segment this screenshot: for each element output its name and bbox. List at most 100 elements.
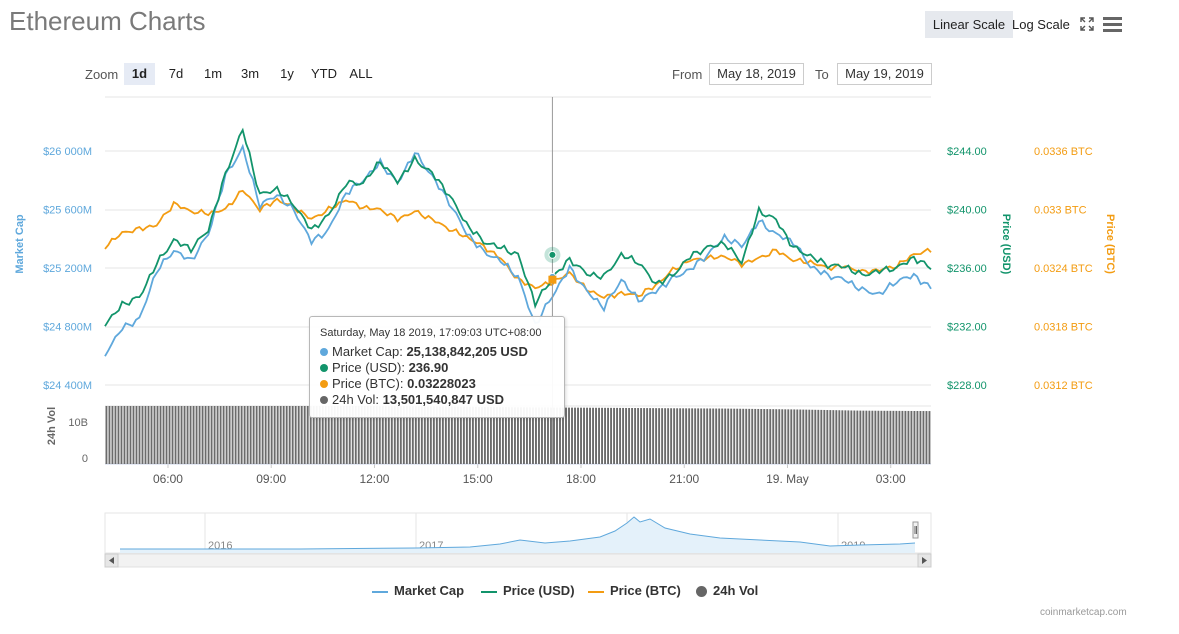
legend-price-btc[interactable]: Price (BTC)	[588, 583, 681, 598]
series-lines	[104, 127, 932, 357]
volume-bar	[486, 406, 489, 464]
volume-bar	[664, 408, 667, 464]
tooltip-row-price-btc: Price (BTC): 0.03228023	[320, 376, 476, 391]
volume-bar	[910, 410, 913, 464]
volume-bar	[838, 410, 841, 464]
volume-bar	[354, 406, 357, 464]
market-cap-tick-label: $25 200M	[43, 263, 92, 275]
to-date-input[interactable]: May 19, 2019	[837, 63, 932, 85]
volume-bar	[195, 406, 198, 464]
volume-bar	[429, 406, 432, 464]
volume-bar	[847, 410, 850, 464]
volume-bar	[276, 406, 279, 464]
volume-bar	[387, 406, 390, 464]
log-scale-button[interactable]: Log Scale	[1012, 17, 1070, 32]
volume-bar	[742, 408, 745, 464]
price-usd-tick-label: $236.00	[947, 263, 987, 275]
zoom-7d-button[interactable]: 7d	[168, 66, 184, 81]
volume-bar	[267, 406, 270, 464]
volume-bar	[213, 406, 216, 464]
volume-bar	[498, 407, 501, 464]
volume-bar	[177, 406, 180, 464]
volume-bar	[111, 406, 114, 464]
volume-bar	[535, 407, 537, 464]
volume-bar	[586, 407, 588, 464]
volume-bar	[141, 406, 144, 464]
volume-bar	[784, 409, 787, 464]
volume-bar	[204, 406, 207, 464]
volume-bar	[775, 409, 778, 464]
volume-bar	[835, 410, 838, 464]
volume-bar	[589, 407, 591, 464]
volume-bar	[877, 410, 880, 464]
volume-bar	[862, 410, 865, 464]
volume-bar	[529, 407, 531, 464]
volume-bar	[300, 406, 303, 464]
price-usd-axis-title: Price (USD)	[1000, 214, 1012, 275]
legend-volume[interactable]: 24h Vol	[696, 583, 758, 598]
volume-bar	[544, 407, 546, 464]
volume-bar	[345, 406, 348, 464]
zoom-1y-button[interactable]: 1y	[280, 66, 294, 81]
chart-tooltip: Saturday, May 18 2019, 17:09:03 UTC+08:0…	[309, 316, 565, 418]
volume-bar	[739, 408, 742, 464]
linear-scale-button[interactable]: Linear Scale	[925, 11, 1013, 38]
volume-bar	[715, 408, 718, 464]
volume-bar	[895, 410, 898, 464]
volume-bar	[745, 408, 748, 464]
price-btc-tick-label: 0.0324 BTC	[1034, 263, 1093, 275]
tooltip-label: Price (USD):	[332, 360, 405, 375]
volume-bar	[724, 408, 727, 464]
volume-bar	[661, 408, 664, 464]
volume-bar	[781, 409, 784, 464]
volume-bar	[808, 409, 811, 464]
volume-bar	[856, 410, 859, 464]
zoom-all-button[interactable]: ALL	[349, 66, 373, 81]
volume-bar	[517, 407, 519, 464]
zoom-1d-button[interactable]: 1d	[124, 63, 155, 85]
volume-bar	[655, 408, 658, 464]
price-btc-tick-label: 0.0318 BTC	[1034, 322, 1093, 334]
volume-bar	[168, 406, 171, 464]
volume-bar	[357, 406, 360, 464]
volume-bar	[553, 407, 555, 464]
volume-bar	[441, 406, 444, 464]
volume-bar	[375, 406, 378, 464]
volume-bar	[757, 408, 760, 464]
zoom-1m-button[interactable]: 1m	[203, 66, 223, 81]
expand-icon[interactable]	[1080, 17, 1094, 31]
price-btc-line	[104, 189, 932, 299]
legend-label: Price (USD)	[503, 583, 575, 598]
x-tick-label: 15:00	[463, 472, 493, 486]
hamburger-menu-icon[interactable]	[1103, 16, 1123, 32]
from-date-input[interactable]: May 18, 2019	[709, 63, 804, 85]
volume-tick-label: 0	[82, 453, 88, 465]
volume-bar	[787, 409, 790, 464]
volume-bar	[339, 406, 342, 464]
zoom-ytd-button[interactable]: YTD	[311, 66, 337, 81]
volume-bar	[444, 406, 447, 464]
legend-market-cap[interactable]: Market Cap	[372, 583, 464, 598]
volume-bar	[318, 406, 321, 464]
volume-bar	[607, 407, 610, 464]
tooltip-row-volume: 24h Vol: 13,501,540,847 USD	[320, 392, 504, 407]
zoom-3m-button[interactable]: 3m	[240, 66, 260, 81]
volume-dot-icon	[320, 396, 328, 404]
volume-bar	[748, 408, 751, 464]
volume-bar	[859, 410, 862, 464]
volume-bar	[324, 406, 327, 464]
volume-bar	[520, 407, 522, 464]
volume-bar	[243, 406, 246, 464]
volume-bar	[381, 406, 384, 464]
volume-bar	[874, 410, 877, 464]
volume-bar	[640, 408, 643, 464]
volume-bar	[480, 406, 483, 464]
legend-price-usd[interactable]: Price (USD)	[481, 583, 575, 598]
x-tick-label: 09:00	[256, 472, 286, 486]
volume-bar	[883, 410, 886, 464]
volume-bar	[207, 406, 210, 464]
volume-bar	[709, 408, 712, 464]
volume-bar	[907, 410, 910, 464]
volume-bar	[571, 407, 573, 464]
